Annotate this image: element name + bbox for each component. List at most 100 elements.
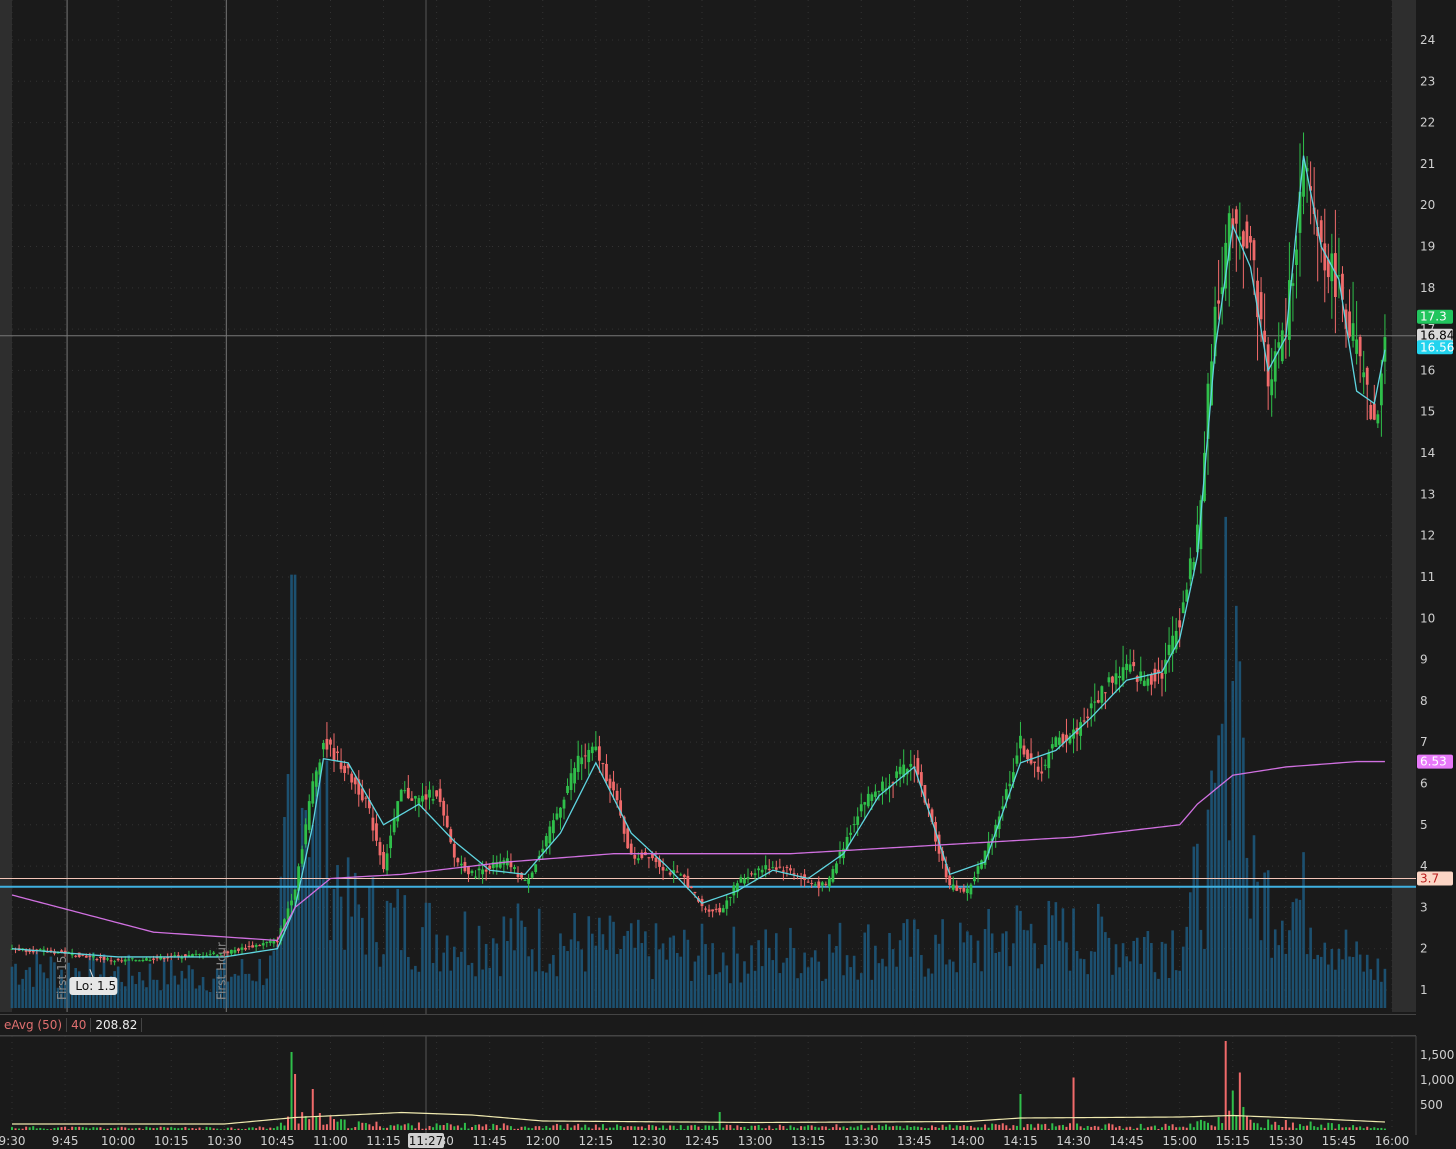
candle-down[interactable] <box>1096 700 1100 703</box>
candle-up[interactable] <box>495 862 499 868</box>
candle-up[interactable] <box>1089 703 1093 709</box>
candle-up[interactable] <box>268 940 272 943</box>
candle-up[interactable] <box>311 781 315 804</box>
candle-up[interactable] <box>286 908 290 920</box>
candle-down[interactable] <box>371 817 375 831</box>
candle-down[interactable] <box>435 790 439 797</box>
candle-up[interactable] <box>1302 160 1305 197</box>
candle-up[interactable] <box>300 849 304 864</box>
candle-up[interactable] <box>205 955 209 957</box>
candle-down[interactable] <box>919 772 923 786</box>
candle-up[interactable] <box>753 873 757 876</box>
candle-up[interactable] <box>187 954 191 957</box>
candle-down[interactable] <box>714 908 718 910</box>
candle-up[interactable] <box>1277 342 1281 348</box>
candle-down[interactable] <box>1111 676 1114 683</box>
candle-down[interactable] <box>95 959 99 961</box>
candle-up[interactable] <box>739 877 743 883</box>
candle-down[interactable] <box>375 823 378 841</box>
candle-down[interactable] <box>750 873 753 875</box>
candle-up[interactable] <box>881 781 884 791</box>
candle-up[interactable] <box>838 851 842 859</box>
candle-down[interactable] <box>1234 209 1238 224</box>
candle-down[interactable] <box>445 815 449 828</box>
candle-up[interactable] <box>1185 589 1189 602</box>
candle-up[interactable] <box>1107 677 1111 683</box>
candle-up[interactable] <box>1054 737 1058 747</box>
candle-up[interactable] <box>307 801 311 830</box>
candle-down[interactable] <box>774 867 778 870</box>
candle-up[interactable] <box>679 874 683 876</box>
candle-down[interactable] <box>244 947 247 950</box>
candle-up[interactable] <box>562 799 566 809</box>
candle-down[interactable] <box>183 954 187 957</box>
candle-up[interactable] <box>721 908 725 913</box>
candle-up[interactable] <box>477 868 481 871</box>
candle-down[interactable] <box>1344 309 1348 329</box>
candle-up[interactable] <box>845 836 849 850</box>
candle-down[interactable] <box>1348 311 1351 337</box>
candle-down[interactable] <box>237 948 240 951</box>
ema-line[interactable] <box>11 155 1386 958</box>
candle-down[interactable] <box>1082 720 1086 722</box>
candle-up[interactable] <box>580 757 584 765</box>
candle-up[interactable] <box>1100 686 1104 703</box>
candle-up[interactable] <box>1305 168 1309 172</box>
candle-down[interactable] <box>923 784 927 803</box>
candle-down[interactable] <box>891 782 895 784</box>
candle-up[interactable] <box>123 959 127 962</box>
candle-up[interactable] <box>134 960 138 962</box>
candle-down[interactable] <box>452 843 456 858</box>
candle-up[interactable] <box>1047 752 1051 769</box>
candle-down[interactable] <box>651 853 654 859</box>
candle-down[interactable] <box>1259 292 1263 320</box>
candle-down[interactable] <box>456 858 460 863</box>
candle-down[interactable] <box>675 871 679 873</box>
candle-up[interactable] <box>870 794 874 801</box>
candle-down[interactable] <box>520 872 523 878</box>
candle-up[interactable] <box>254 945 258 947</box>
candle-up[interactable] <box>559 807 562 818</box>
candle-up[interactable] <box>856 816 860 825</box>
candle-up[interactable] <box>551 820 555 834</box>
candle-down[interactable] <box>626 828 630 849</box>
candle-up[interactable] <box>290 900 293 906</box>
candle-down[interactable] <box>367 800 371 809</box>
candle-up[interactable] <box>392 818 396 833</box>
candle-up[interactable] <box>636 858 640 861</box>
candle-down[interactable] <box>222 951 226 954</box>
candle-up[interactable] <box>728 896 732 898</box>
candle-down[interactable] <box>789 868 792 871</box>
candle-down[interactable] <box>99 956 102 959</box>
candle-down[interactable] <box>484 869 488 872</box>
candle-up[interactable] <box>219 952 223 955</box>
candle-up[interactable] <box>969 884 973 895</box>
candle-up[interactable] <box>215 954 219 956</box>
candle-up[interactable] <box>1093 701 1097 703</box>
candle-up[interactable] <box>1164 659 1167 674</box>
candle-up[interactable] <box>431 798 435 801</box>
candle-up[interactable] <box>396 801 400 822</box>
candle-up[interactable] <box>1213 306 1217 357</box>
candle-down[interactable] <box>1036 766 1040 772</box>
candle-down[interactable] <box>1341 273 1344 300</box>
candle-down[interactable] <box>619 800 623 816</box>
candle-down[interactable] <box>1333 253 1337 297</box>
candle-up[interactable] <box>1220 287 1224 295</box>
candle-up[interactable] <box>1068 736 1072 744</box>
candle-up[interactable] <box>523 880 527 882</box>
candle-up[interactable] <box>1011 772 1015 783</box>
candle-down[interactable] <box>767 868 771 870</box>
candle-up[interactable] <box>1383 337 1387 362</box>
candle-down[interactable] <box>1252 240 1256 261</box>
candle-up[interactable] <box>261 943 265 946</box>
candle-down[interactable] <box>116 958 120 961</box>
candle-down[interactable] <box>332 748 336 761</box>
candle-down[interactable] <box>275 941 279 943</box>
candle-down[interactable] <box>1365 367 1369 385</box>
candle-up[interactable] <box>1019 735 1022 749</box>
candle-down[interactable] <box>668 872 672 875</box>
candle-up[interactable] <box>137 960 141 962</box>
candle-down[interactable] <box>343 765 347 774</box>
candle-down[interactable] <box>166 956 170 959</box>
